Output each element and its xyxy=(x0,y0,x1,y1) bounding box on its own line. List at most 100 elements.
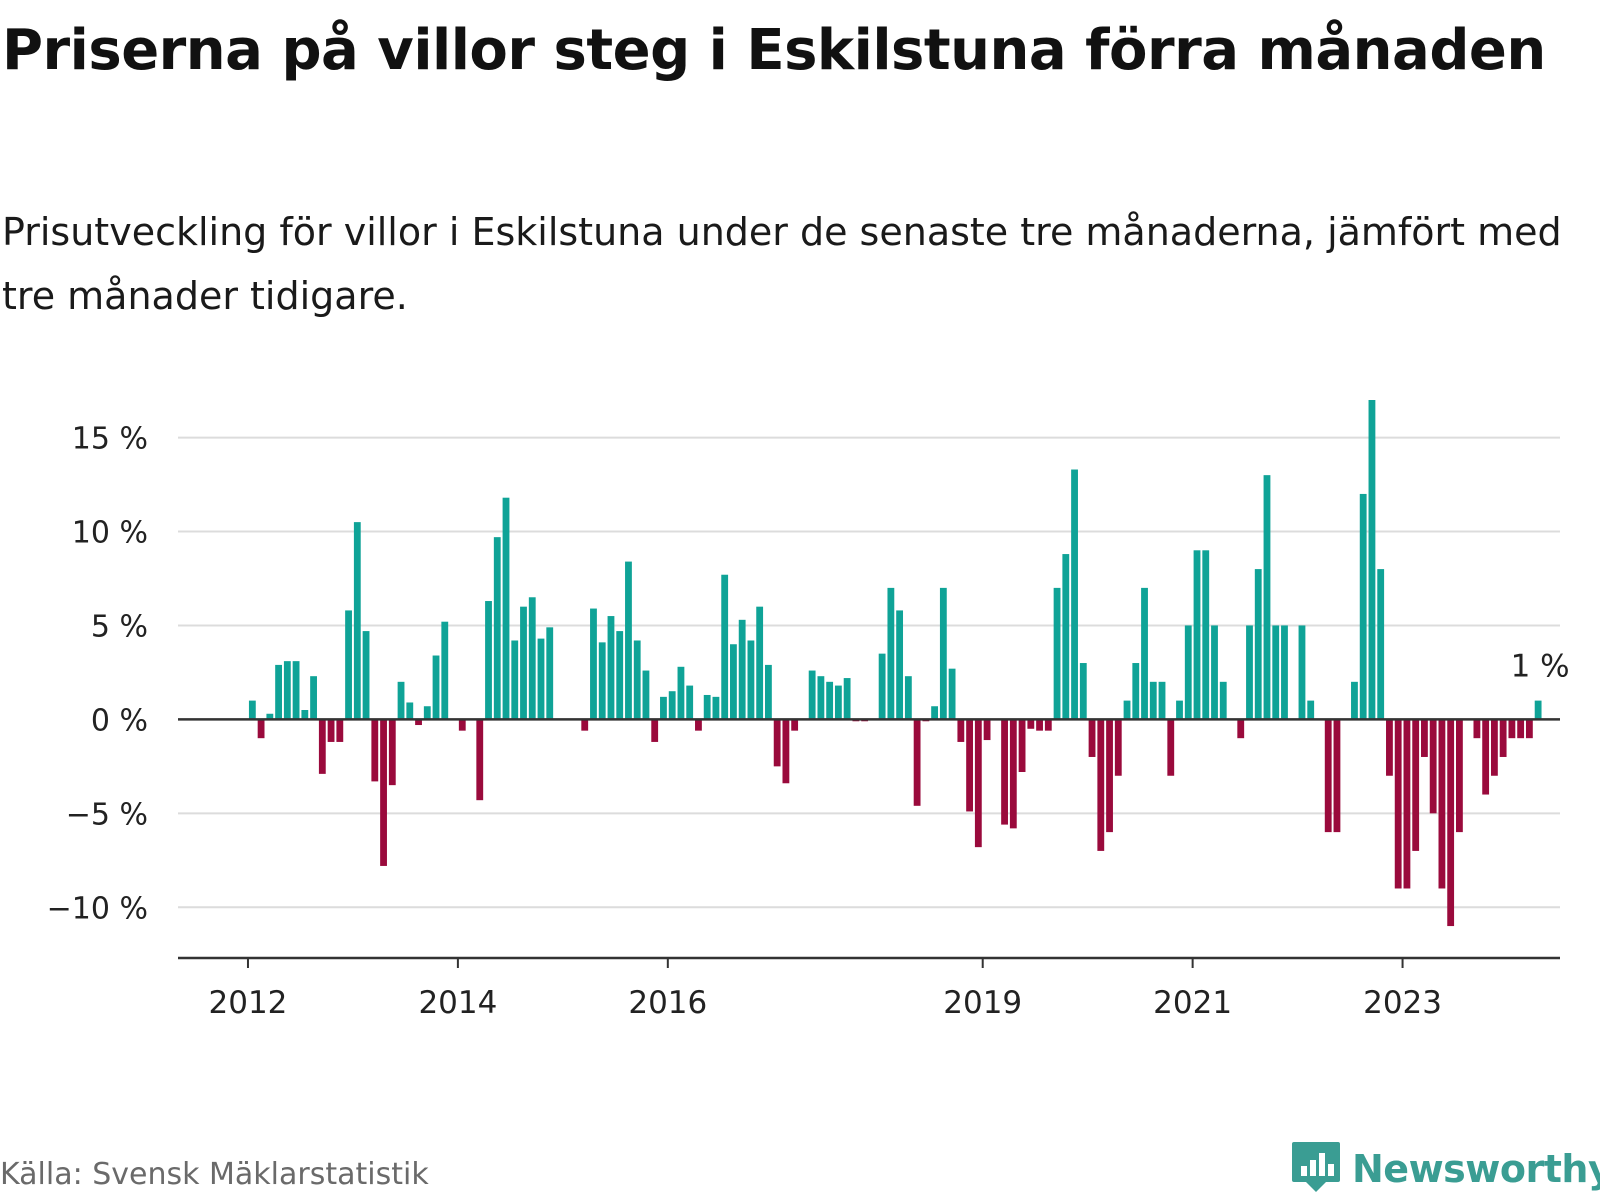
bar xyxy=(782,719,790,784)
bar xyxy=(1377,569,1385,720)
last-value-label: 1 % xyxy=(1511,649,1570,685)
bar xyxy=(1525,719,1533,739)
bar xyxy=(703,694,711,720)
bar xyxy=(310,676,317,720)
bar xyxy=(773,719,781,767)
bar xyxy=(1508,719,1516,739)
bar xyxy=(1351,681,1358,720)
bar xyxy=(1490,719,1498,776)
bar xyxy=(939,587,947,720)
bar xyxy=(1027,719,1035,729)
bar xyxy=(1517,719,1525,739)
bar xyxy=(511,640,519,720)
bar xyxy=(1254,569,1262,720)
bar xyxy=(1237,719,1245,739)
bar xyxy=(1429,719,1437,814)
bar xyxy=(966,719,973,812)
bar xyxy=(668,691,676,720)
bar xyxy=(1473,719,1481,739)
x-tick-label: 2012 xyxy=(209,985,288,1021)
bar xyxy=(353,522,361,720)
bar xyxy=(826,681,834,720)
bar xyxy=(1062,554,1070,720)
brand-name: Newsworthy xyxy=(1352,1147,1600,1191)
bar xyxy=(1403,719,1411,889)
y-tick-label: 5 % xyxy=(91,609,148,644)
x-tick-label: 2014 xyxy=(418,985,497,1021)
bar xyxy=(1534,700,1542,720)
bar xyxy=(625,561,632,720)
bar xyxy=(292,661,300,720)
bar xyxy=(904,676,912,720)
bar xyxy=(607,616,615,720)
source-note: Källa: Svensk Mäklarstatistik xyxy=(0,1157,429,1192)
bar xyxy=(520,606,527,720)
bar xyxy=(598,642,606,720)
bar xyxy=(485,601,492,720)
bar xyxy=(1123,700,1131,720)
bar xyxy=(371,719,379,782)
bar xyxy=(1499,719,1507,757)
bar xyxy=(537,638,545,720)
bar xyxy=(896,610,904,720)
bar xyxy=(974,719,982,848)
bar xyxy=(642,670,650,720)
bar xyxy=(756,606,764,720)
bar xyxy=(283,661,291,720)
bar xyxy=(423,706,431,720)
bar xyxy=(660,696,667,720)
bar xyxy=(380,719,387,866)
y-tick-label: 15 % xyxy=(72,422,148,457)
bar xyxy=(1001,719,1008,825)
x-tick-label: 2016 xyxy=(628,985,707,1021)
bar xyxy=(1097,719,1105,851)
bar xyxy=(913,719,921,806)
bar xyxy=(275,664,282,720)
y-tick-label: −10 % xyxy=(47,891,148,926)
y-tick-label: 0 % xyxy=(91,703,148,738)
bar xyxy=(1421,719,1428,757)
bar xyxy=(747,640,755,720)
bar xyxy=(441,621,449,720)
bar xyxy=(1036,719,1043,731)
bar xyxy=(476,719,484,801)
brand-logo: Newsworthy xyxy=(1290,1140,1600,1198)
bar xyxy=(957,719,965,742)
bar xyxy=(1176,700,1183,720)
bar xyxy=(581,719,589,731)
chart-title: Priserna på villor steg i Eskilstuna för… xyxy=(2,18,1546,83)
bar xyxy=(686,685,694,720)
x-axis: 2012 2014 2016 2019 2021 2023 xyxy=(178,956,1560,1021)
bar xyxy=(948,668,956,720)
bar xyxy=(616,631,624,720)
bar xyxy=(1071,469,1078,720)
bar xyxy=(301,710,309,720)
bar xyxy=(1386,719,1393,776)
bar xyxy=(1018,719,1026,772)
bar xyxy=(1298,625,1306,720)
bar xyxy=(1482,719,1490,795)
bar xyxy=(1211,625,1218,720)
bar xyxy=(931,706,939,720)
bar xyxy=(1202,550,1210,720)
annotations: 1 % xyxy=(1511,649,1570,685)
bar xyxy=(345,610,352,720)
y-tick-label: −5 % xyxy=(66,797,148,832)
bar xyxy=(791,719,799,731)
bar xyxy=(1368,400,1376,720)
bar xyxy=(397,681,405,720)
bar xyxy=(1281,625,1288,720)
bar xyxy=(1246,625,1253,720)
y-tick-label: 10 % xyxy=(72,516,148,551)
bar xyxy=(1114,719,1122,776)
bar xyxy=(458,719,466,731)
bar xyxy=(1167,719,1175,776)
x-tick-label: 2019 xyxy=(943,985,1022,1021)
newsworthy-logo-icon xyxy=(1290,1140,1342,1198)
bar xyxy=(695,719,702,731)
bar xyxy=(1219,681,1227,720)
chart-subtitle: Prisutveckling för villor i Eskilstuna u… xyxy=(2,210,1562,318)
bar xyxy=(590,608,597,720)
bar xyxy=(1193,550,1201,720)
